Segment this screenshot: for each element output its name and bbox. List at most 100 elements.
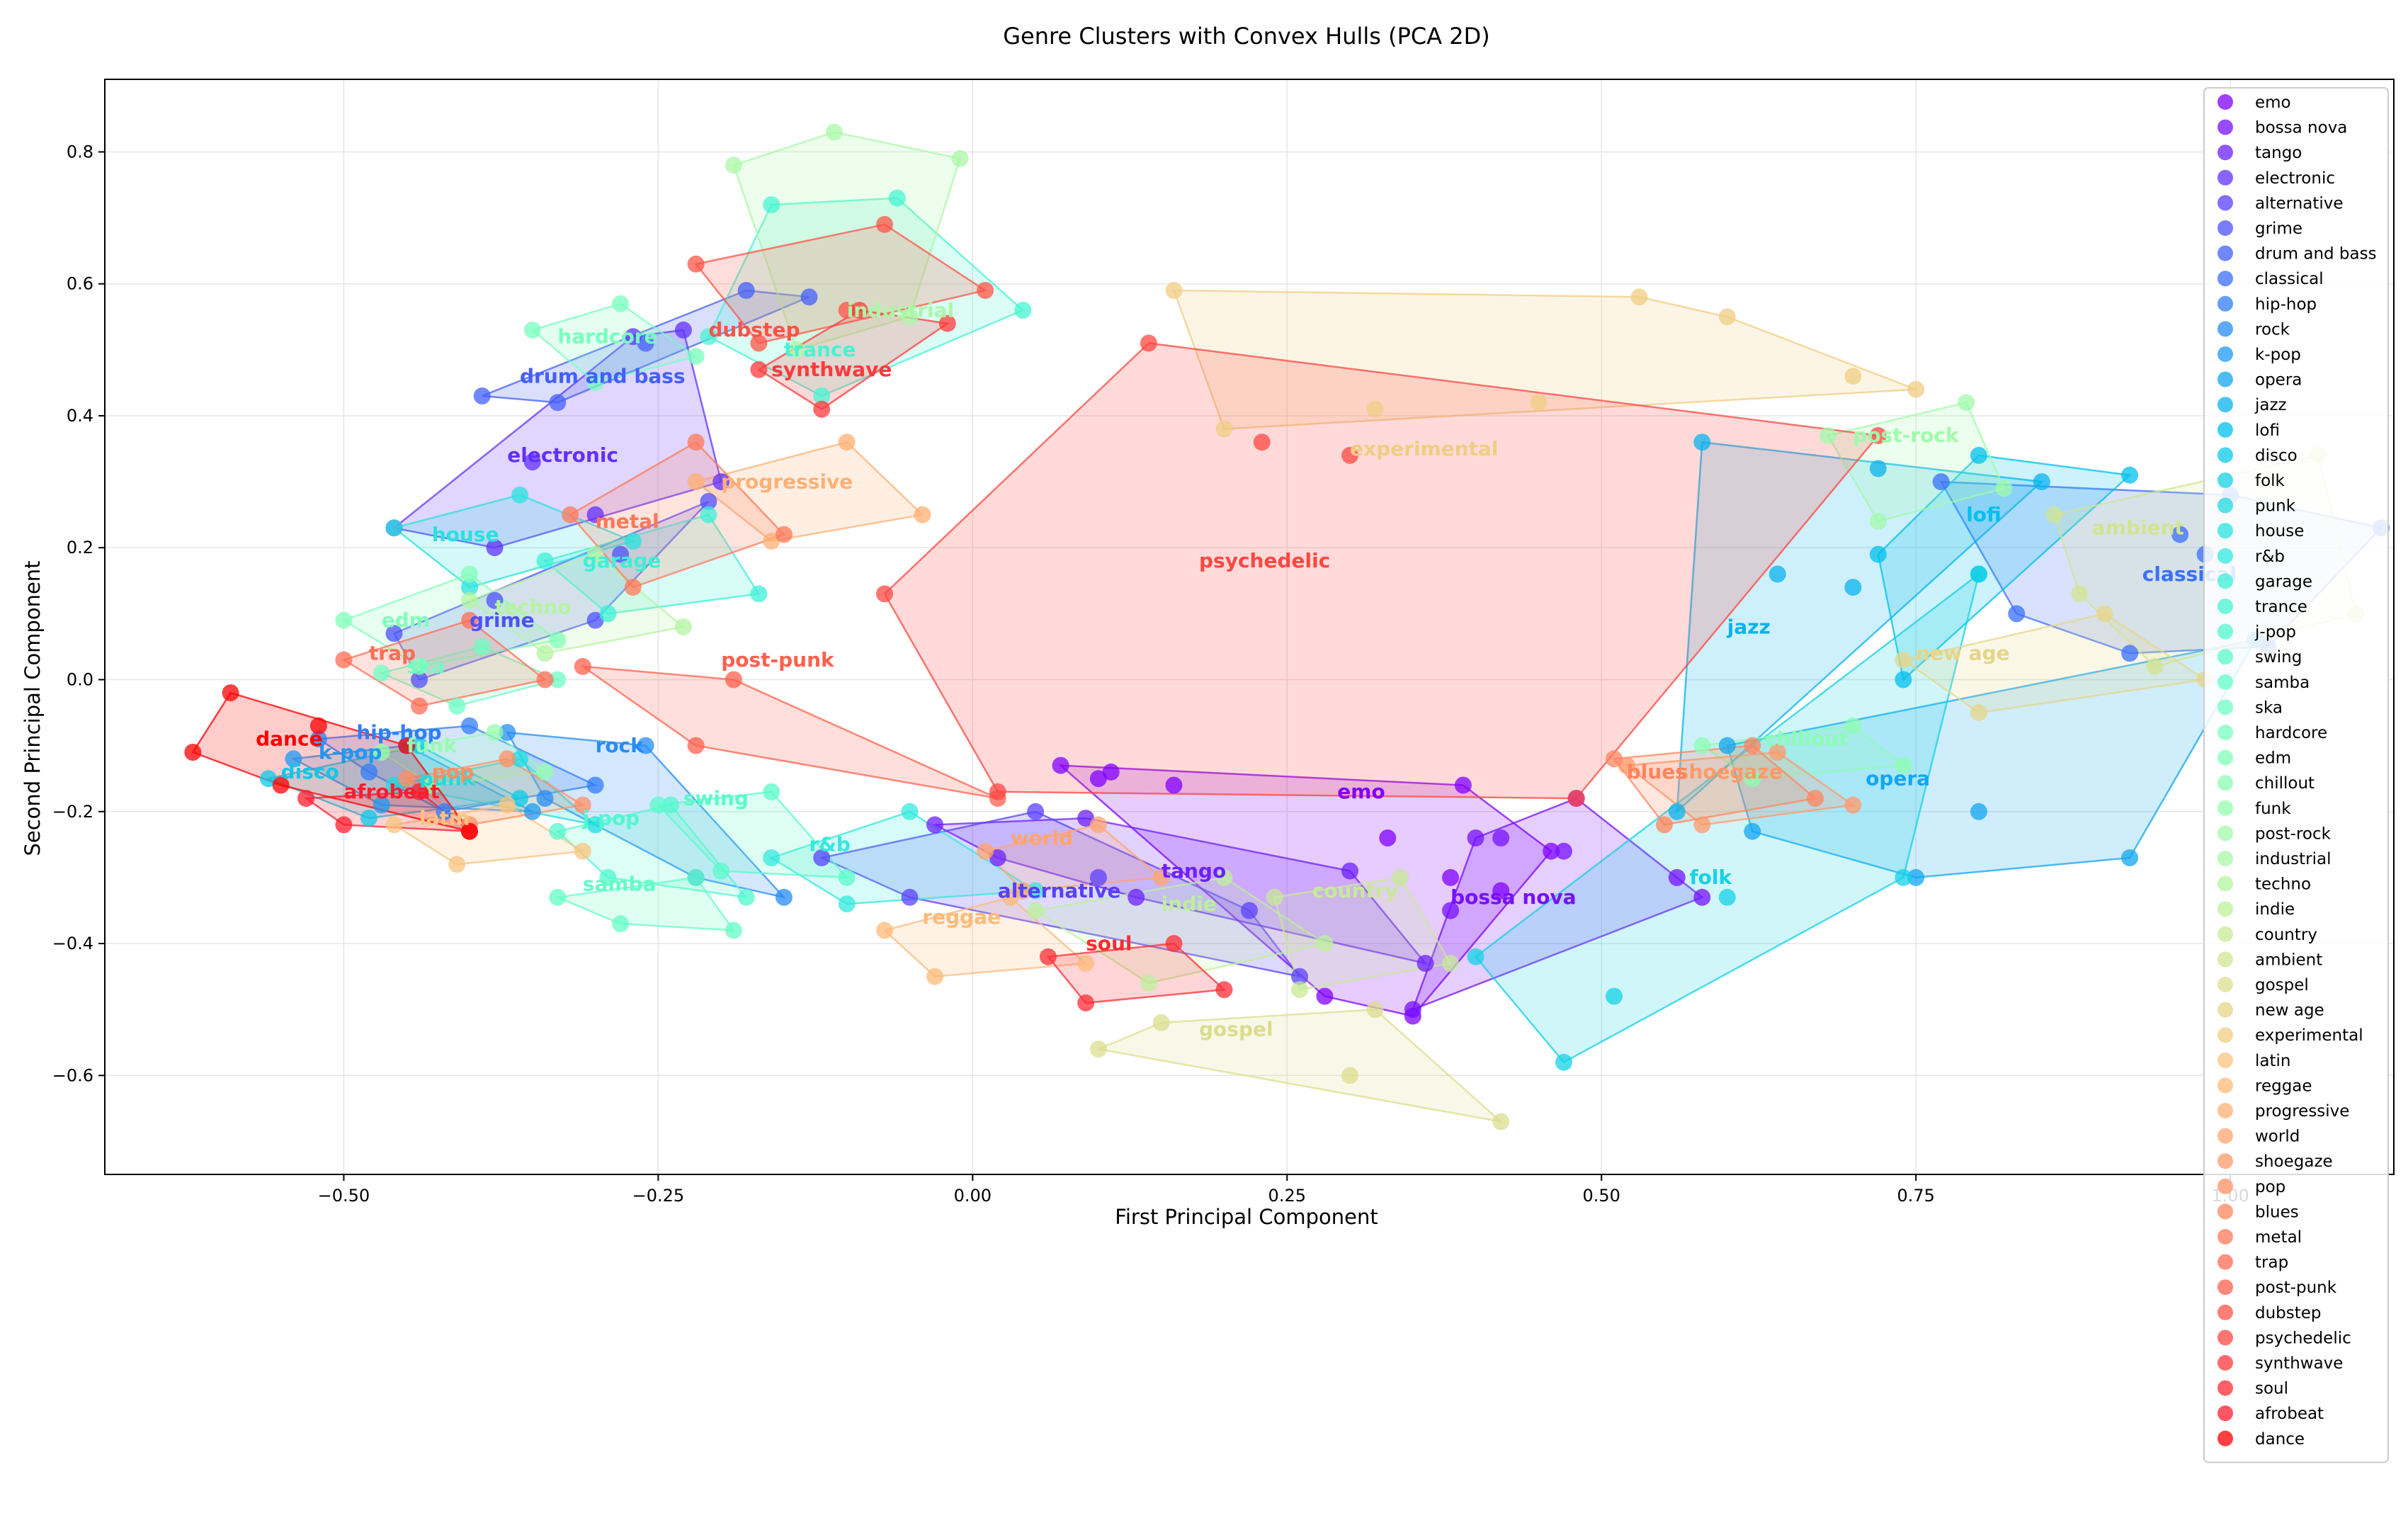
legend-marker-tango	[2217, 144, 2233, 161]
cluster-label-bossa-nova: bossa nova	[1450, 885, 1577, 909]
point-emo	[1442, 868, 1460, 886]
point-garage	[750, 585, 768, 603]
cluster-label-latin: latin	[419, 806, 470, 829]
point-blues	[1606, 750, 1623, 768]
cluster-label-post-punk: post-punk	[721, 648, 835, 672]
x-tick-label: −0.25	[632, 1186, 685, 1206]
point-j-pop	[549, 822, 567, 840]
point-emo	[1379, 829, 1397, 846]
point-folk	[1467, 948, 1484, 965]
point-disco	[511, 790, 528, 808]
point-grime	[486, 591, 504, 609]
legend-label-opera: opera	[2255, 371, 2302, 390]
legend-label-electronic: electronic	[2255, 169, 2335, 188]
legend-label-funk: funk	[2255, 800, 2291, 818]
cluster-label-indie: indie	[1162, 892, 1217, 916]
legend-label-industrial: industrial	[2255, 850, 2331, 868]
point-experimental	[1718, 308, 1736, 326]
point-electronic	[586, 506, 604, 523]
hull-punk	[394, 757, 598, 827]
x-tick-label: 0.00	[954, 1186, 992, 1206]
legend-label-rock: rock	[2255, 320, 2290, 339]
point-reggae	[1001, 888, 1019, 906]
cluster-label-disco: disco	[281, 760, 339, 783]
legend-label-r-b: r&b	[2255, 548, 2285, 566]
point-techno	[586, 545, 604, 563]
point-jazz	[1693, 434, 1711, 451]
point-trap	[411, 697, 428, 715]
legend-label-pop: pop	[2255, 1178, 2285, 1196]
legend-label-afrobeat: afrobeat	[2255, 1405, 2324, 1423]
point-synthwave	[938, 314, 956, 332]
point-grime	[612, 545, 630, 563]
legend-label-world: world	[2255, 1128, 2300, 1146]
cluster-label-r-b: r&b	[810, 833, 851, 856]
point-blues	[1807, 790, 1824, 808]
point-trap	[536, 671, 554, 688]
legend-marker-progressive	[2217, 1103, 2233, 1118]
legend-label-hardcore: hardcore	[2255, 724, 2327, 742]
legend-marker-shoegaze	[2217, 1153, 2233, 1169]
cluster-label-samba: samba	[583, 873, 657, 896]
legend-label-shoegaze: shoegaze	[2255, 1152, 2333, 1171]
point-house	[385, 519, 403, 537]
point-progressive	[687, 473, 705, 491]
cluster-label-new-age: new age	[1916, 642, 2009, 665]
y-tick-label: 0.6	[67, 274, 93, 294]
point-pop	[574, 796, 591, 814]
legend-box	[2203, 87, 2389, 1463]
point-classical	[2171, 526, 2189, 543]
hull-trance	[707, 197, 1025, 397]
legend-label-j-pop: j-pop	[2254, 623, 2296, 642]
point-experimental	[1630, 288, 1648, 306]
legend-label-jazz: jazz	[2254, 396, 2287, 414]
point-trance	[700, 328, 717, 346]
point-swing	[712, 862, 730, 880]
point-country	[1442, 955, 1460, 972]
cluster-label-techno: techno	[495, 595, 572, 618]
cluster-label-dance: dance	[256, 727, 322, 751]
point-drum-and-bass	[800, 288, 818, 306]
grid	[105, 79, 2394, 1174]
point-psychedelic	[1253, 434, 1271, 451]
point-drum-and-bass	[737, 282, 755, 299]
point-afrobeat	[335, 816, 353, 834]
point-k-pop	[285, 750, 302, 768]
legend-marker-soul	[2217, 1380, 2233, 1396]
legend-marker-funk	[2217, 800, 2233, 816]
point-synthwave	[813, 400, 831, 418]
point-chillout	[1844, 717, 1862, 735]
point-hardcore	[523, 321, 541, 339]
point-techno	[674, 618, 692, 635]
legend-marker-trance	[2217, 599, 2233, 614]
cluster-label-industrial: industrial	[847, 298, 954, 322]
point-psychedelic	[1140, 334, 1157, 352]
cluster-label-trance: trance	[784, 338, 856, 361]
cluster-label-experimental: experimental	[1350, 437, 1498, 460]
point-country	[1266, 888, 1283, 906]
point-indie	[1140, 974, 1157, 992]
cluster-label-edm: edm	[382, 608, 430, 632]
y-tick-label: −0.2	[52, 802, 93, 822]
point-progressive	[914, 506, 931, 523]
point-soul	[1215, 981, 1233, 999]
y-tick-label: −0.4	[52, 934, 93, 953]
point-alternative	[1241, 902, 1258, 919]
legend-label-edm: edm	[2255, 749, 2291, 768]
cluster-label-ska: ska	[407, 654, 445, 678]
point-grime	[700, 493, 717, 510]
legend-marker-classical	[2217, 271, 2233, 287]
legend-marker-industrial	[2217, 851, 2233, 866]
data-points	[184, 123, 2390, 1130]
point-progressive	[838, 434, 856, 451]
cluster-label-jazz: jazz	[1727, 615, 1771, 638]
point-lofi	[1869, 545, 1887, 563]
point-hip-hop	[586, 776, 604, 794]
legend-marker-post-rock	[2217, 825, 2233, 842]
x-tick-label: 0.50	[1583, 1186, 1620, 1206]
cluster-label-tango: tango	[1162, 859, 1227, 883]
legend-label-alternative: alternative	[2255, 194, 2344, 212]
point-psychedelic	[1341, 446, 1359, 464]
point-hardcore	[687, 348, 705, 366]
point-post-punk	[574, 657, 591, 675]
